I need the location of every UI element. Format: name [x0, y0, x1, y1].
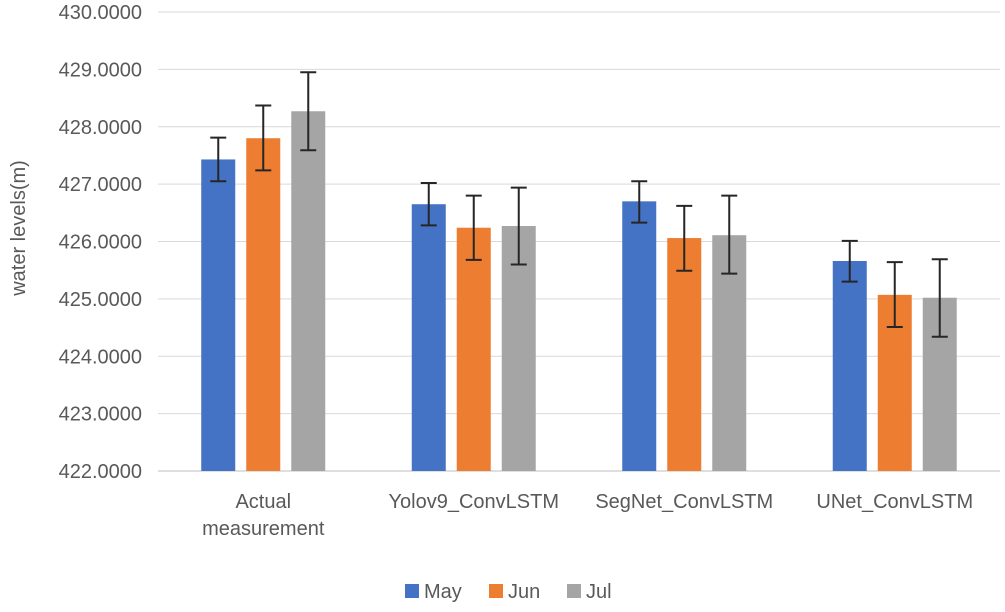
y-tick-label: 428.0000 [59, 117, 142, 139]
y-tick-label: 422.0000 [59, 461, 142, 483]
legend-swatch-jul [567, 584, 581, 598]
y-tick-label: 425.0000 [59, 289, 142, 311]
error-bar-may-3 [841, 239, 858, 283]
error-bars [210, 71, 948, 338]
legend-swatch-may [405, 584, 419, 598]
error-bar-may-1 [420, 181, 437, 227]
x-tick-label: UNet_ConvLSTM [816, 491, 973, 513]
bar-may-0 [201, 159, 236, 472]
y-tick-label: 430.0000 [59, 2, 142, 24]
gridlines [158, 11, 1000, 472]
bar-may-3 [832, 261, 867, 471]
legend: May Jun Jul [405, 581, 612, 603]
legend-label-may: May [424, 581, 462, 603]
error-bar-may-0 [210, 136, 227, 183]
y-tick-label: 424.0000 [59, 346, 142, 368]
error-bar-jun-0 [255, 104, 272, 172]
bar-may-2 [622, 201, 657, 471]
x-tick-label: measurement [202, 518, 325, 540]
legend-label-jun: Jun [508, 581, 540, 603]
bar-jun-1 [456, 227, 491, 471]
x-tick-label: Actual [235, 491, 291, 513]
y-axis-title: water levels(m) [8, 160, 30, 297]
error-bar-jul-3 [931, 258, 948, 338]
bar-jul-0 [291, 111, 326, 471]
y-tick-label: 426.0000 [59, 232, 142, 254]
error-bar-jun-1 [465, 194, 482, 261]
bar-jun-2 [667, 238, 702, 471]
bar-may-1 [411, 204, 446, 472]
x-tick-label: SegNet_ConvLSTM [595, 491, 773, 513]
y-tick-label: 423.0000 [59, 404, 142, 426]
bar-jun-0 [246, 138, 281, 471]
error-bar-jun-3 [886, 261, 903, 328]
error-bar-jul-1 [510, 186, 527, 266]
bar-jul-1 [501, 226, 536, 471]
error-bar-jul-0 [300, 71, 317, 152]
y-tick-label: 429.0000 [59, 59, 142, 81]
error-bar-may-2 [631, 180, 648, 224]
x-axis-labels: Actual measurement Yolov9_ConvLSTM SegNet_C… [202, 491, 973, 540]
legend-label-jul: Jul [586, 581, 612, 603]
y-tick-label: 427.0000 [59, 174, 142, 196]
bars [201, 111, 957, 472]
x-tick-label: Yolov9_ConvLSTM [389, 491, 559, 513]
error-bar-jun-2 [676, 204, 693, 272]
y-axis-ticks: 422.0000 423.0000 424.0000 425.0000 426.0000… [59, 2, 142, 483]
legend-swatch-jun [489, 584, 503, 598]
error-bar-jul-2 [721, 194, 738, 275]
